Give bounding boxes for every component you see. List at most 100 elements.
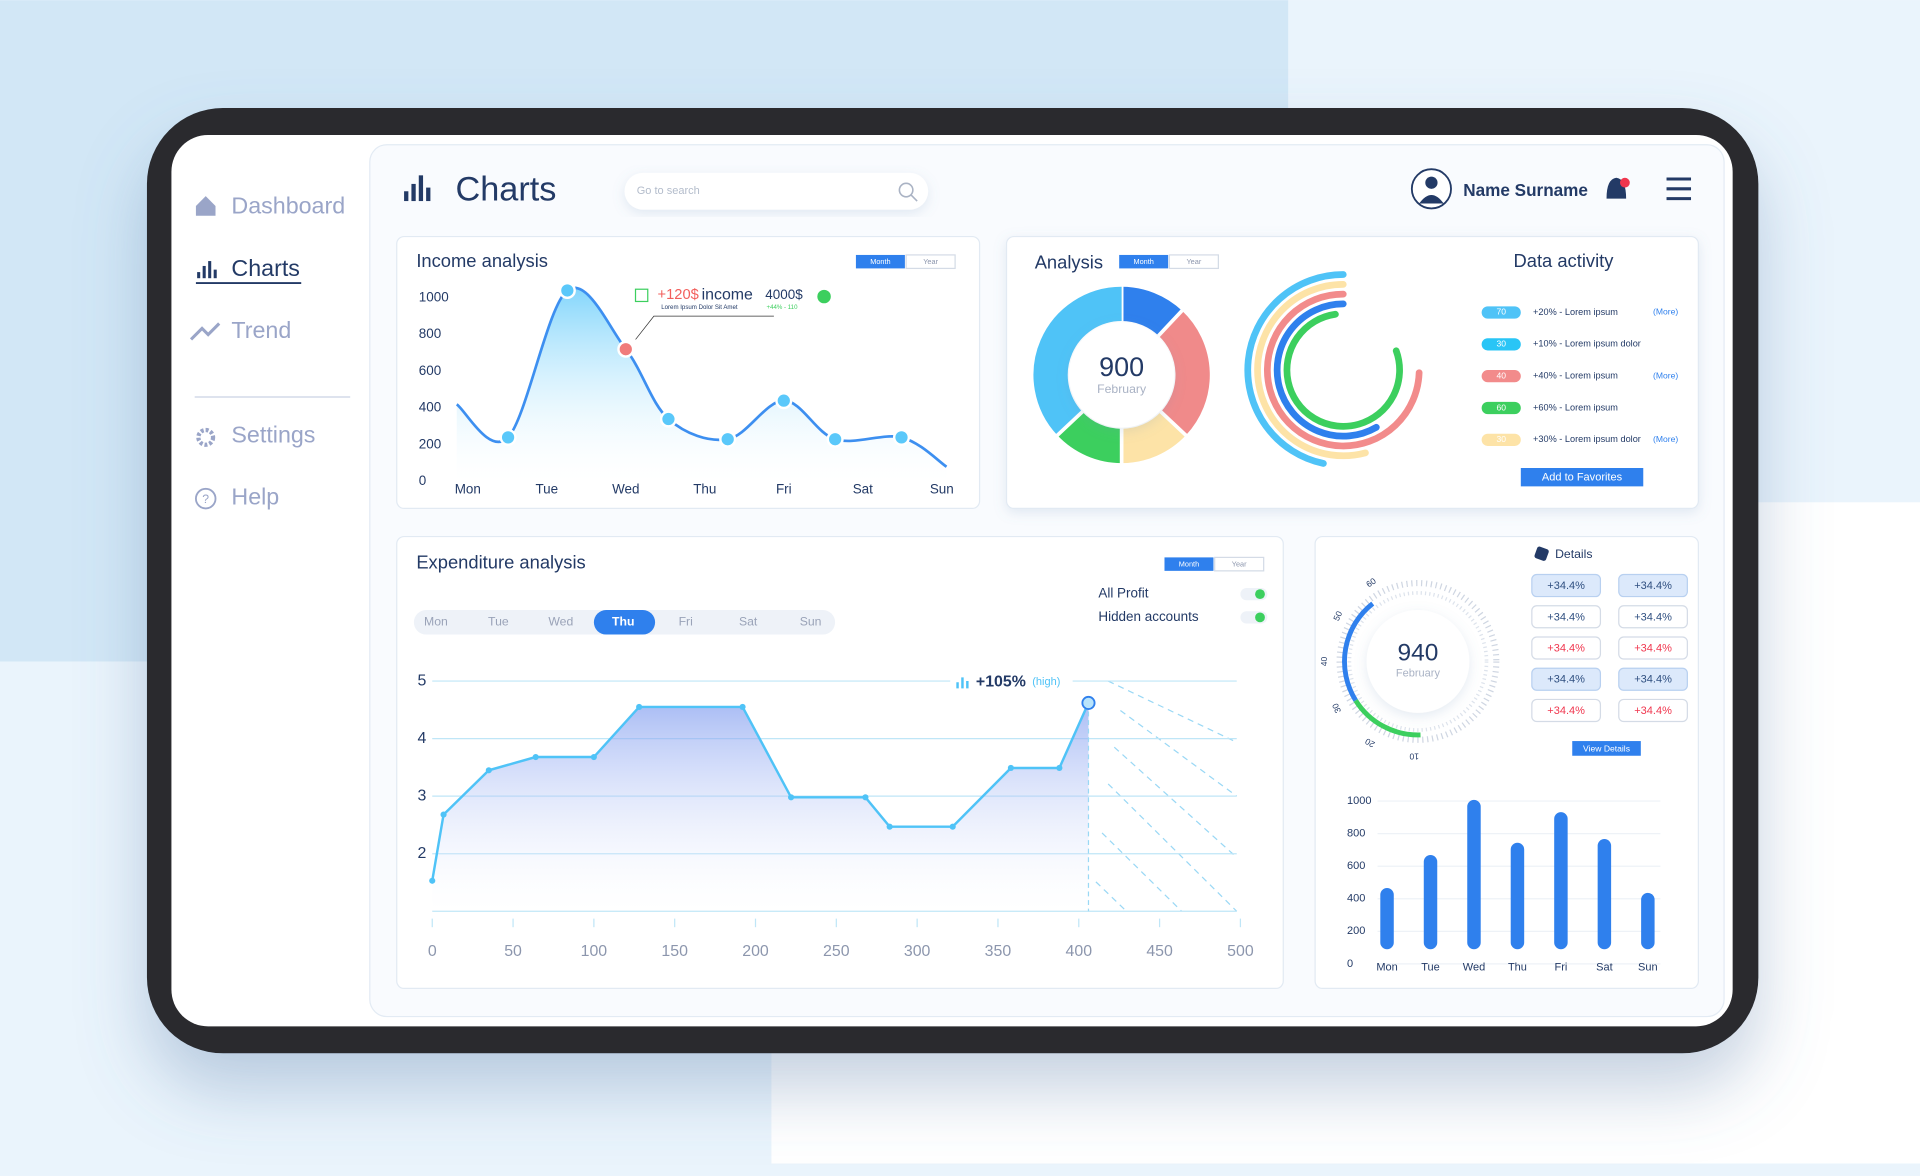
point[interactable]	[775, 392, 793, 410]
y-tick-label: 5	[418, 672, 427, 689]
bar[interactable]	[1641, 892, 1655, 950]
nav-item[interactable]: Settings	[231, 421, 315, 447]
point[interactable]	[636, 703, 643, 711]
stat-button[interactable]	[1618, 605, 1688, 629]
stat-button[interactable]	[1618, 667, 1688, 691]
point[interactable]	[558, 281, 576, 300]
card-title: Income analysis	[416, 250, 548, 271]
highlight-point[interactable]	[617, 340, 635, 358]
user-name[interactable]: Name Surname	[1463, 180, 1588, 200]
point[interactable]	[1007, 764, 1014, 772]
search-icon[interactable]	[898, 182, 914, 198]
activity-ring	[1283, 310, 1403, 430]
card-title: Data activity	[1513, 250, 1614, 271]
highlight-point[interactable]	[1081, 695, 1096, 710]
day-tab[interactable]: Tue	[488, 615, 509, 629]
annotation-icon	[634, 288, 649, 303]
day-tab[interactable]: Sun	[800, 615, 822, 629]
point[interactable]	[862, 794, 869, 801]
donut-segment[interactable]	[1057, 411, 1123, 464]
point[interactable]	[499, 428, 517, 446]
stat-button[interactable]	[1531, 636, 1602, 660]
nav-item[interactable]: Dashboard	[231, 192, 345, 218]
stat-button[interactable]	[1531, 605, 1602, 629]
donut-segment[interactable]	[1157, 310, 1210, 436]
point[interactable]	[886, 823, 893, 830]
x-tick-label: 350	[985, 943, 1012, 960]
bar[interactable]	[1423, 854, 1438, 950]
stat-button[interactable]	[1531, 573, 1602, 598]
donut-segment[interactable]	[1033, 286, 1123, 436]
nav-item[interactable]: Charts	[231, 255, 299, 281]
annotation-note: Lorem Ipsum Dolor Sit Amet	[661, 304, 738, 311]
donut-segment[interactable]	[1120, 286, 1182, 337]
gauge-tick-label: 50	[1331, 609, 1344, 622]
search-box[interactable]	[624, 172, 929, 210]
point[interactable]	[739, 703, 746, 711]
bar[interactable]	[1467, 799, 1481, 950]
avatar-body	[1419, 194, 1444, 204]
bar[interactable]	[1380, 888, 1394, 950]
toggle-option[interactable]	[1214, 556, 1265, 572]
y-tick-label: 2	[418, 845, 427, 862]
day-tab[interactable]: Thu	[612, 615, 634, 629]
y-tick-label: 0	[419, 473, 426, 488]
point[interactable]	[485, 767, 492, 774]
day-tab[interactable]: Fri	[679, 615, 693, 629]
stat-button[interactable]	[1531, 698, 1602, 723]
nav-item[interactable]: Trend	[231, 317, 291, 343]
bar[interactable]	[1597, 839, 1612, 950]
annotation-value: +105%	[976, 673, 1026, 690]
point[interactable]	[826, 430, 844, 448]
day-tab[interactable]: Wed	[548, 615, 573, 629]
point[interactable]	[532, 753, 539, 761]
nav-item[interactable]: Help	[231, 484, 279, 510]
x-tick-label: Sat	[1596, 961, 1613, 973]
point[interactable]	[429, 877, 436, 884]
stat-button[interactable]	[1618, 636, 1688, 660]
donut-segment[interactable]	[1120, 411, 1186, 464]
point[interactable]	[788, 794, 795, 801]
toggle-active[interactable]	[1164, 557, 1214, 571]
point[interactable]	[892, 428, 911, 446]
search-placeholder[interactable]: Go to search	[637, 185, 700, 197]
badge-value: 30	[1496, 339, 1506, 349]
card-title: Analysis	[1035, 251, 1103, 272]
day-tab-active[interactable]	[593, 610, 656, 635]
charts-icon	[197, 261, 217, 279]
day-tab[interactable]: Mon	[424, 615, 448, 629]
toggle-option[interactable]	[905, 254, 956, 270]
point[interactable]	[1056, 764, 1063, 772]
day-tab[interactable]: Sat	[739, 615, 758, 629]
point[interactable]	[440, 811, 447, 818]
bar[interactable]	[1554, 812, 1568, 950]
x-tick-label: Sat	[853, 482, 873, 497]
x-tick-label: 300	[904, 943, 931, 960]
point[interactable]	[949, 823, 956, 830]
annotation-leader	[635, 315, 774, 340]
y-tick-label: 800	[1347, 828, 1365, 840]
point[interactable]	[659, 410, 678, 428]
bar[interactable]	[1510, 842, 1525, 950]
x-tick-label: Wed	[1463, 961, 1485, 973]
stat-button-label: +34.4%	[1634, 674, 1672, 686]
stat-button[interactable]	[1618, 573, 1688, 598]
view-details-button[interactable]	[1572, 741, 1641, 756]
stat-button[interactable]	[1531, 667, 1602, 691]
point[interactable]	[719, 430, 737, 448]
dashboard-icon	[195, 196, 216, 216]
toggle-active[interactable]	[1119, 254, 1169, 269]
toggle-active[interactable]	[855, 254, 905, 269]
activity-text: +30% - Lorem ipsum dolor	[1533, 434, 1641, 444]
more-link[interactable]: (More)	[1653, 370, 1678, 380]
toggle-label: Year	[923, 257, 938, 266]
more-link[interactable]: (More)	[1653, 307, 1678, 317]
favorites-button[interactable]	[1520, 468, 1644, 487]
stat-button-label: +34.4%	[1634, 643, 1672, 655]
stat-button[interactable]	[1618, 698, 1688, 723]
menu-icon[interactable]	[1666, 177, 1692, 201]
more-link[interactable]: (More)	[1653, 434, 1678, 444]
toggle-option[interactable]	[1168, 254, 1219, 270]
point[interactable]	[590, 753, 597, 761]
y-tick-label: 0	[1347, 958, 1353, 970]
